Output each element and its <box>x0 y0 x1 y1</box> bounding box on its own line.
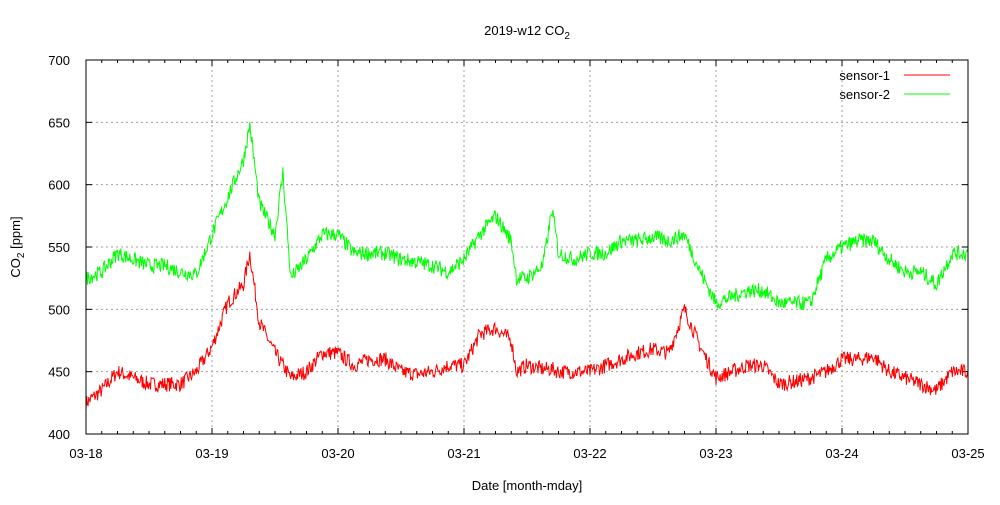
legend-label-sensor-1: sensor-1 <box>839 68 890 83</box>
series-group <box>85 121 969 411</box>
grid <box>86 60 968 434</box>
chart-title: 2019-w12 CO2 <box>484 23 570 42</box>
y-tick-label: 500 <box>48 302 70 317</box>
x-tick-label: 03-25 <box>951 446 984 461</box>
x-axis-label: Date [month-mday] <box>472 478 583 493</box>
legend-label-sensor-2: sensor-2 <box>839 87 890 102</box>
y-tick-label: 600 <box>48 178 70 193</box>
x-tick-label: 03-18 <box>69 446 102 461</box>
y-tick-label: 650 <box>48 115 70 130</box>
y-tick-label: 550 <box>48 240 70 255</box>
axis-ticks: 400 450 500 550 600 650 700 03-18 03-19 03-20 03-2… <box>48 53 984 461</box>
y-tick-label: 400 <box>48 427 70 442</box>
series-line-sensor-1 <box>85 251 969 411</box>
legend: sensor-1 sensor-2 <box>839 68 950 102</box>
y-tick-label: 450 <box>48 365 70 380</box>
series-line-sensor-2 <box>85 121 969 311</box>
y-tick-label: 700 <box>48 53 70 68</box>
y-axis-label: CO2 [ppm] <box>8 216 27 277</box>
x-tick-label: 03-24 <box>825 446 858 461</box>
plot-frame <box>85 59 969 435</box>
x-tick-label: 03-19 <box>195 446 228 461</box>
x-tick-label: 03-23 <box>699 446 732 461</box>
x-tick-label: 03-21 <box>447 446 480 461</box>
x-tick-label: 03-20 <box>321 446 354 461</box>
x-tick-label: 03-22 <box>573 446 606 461</box>
